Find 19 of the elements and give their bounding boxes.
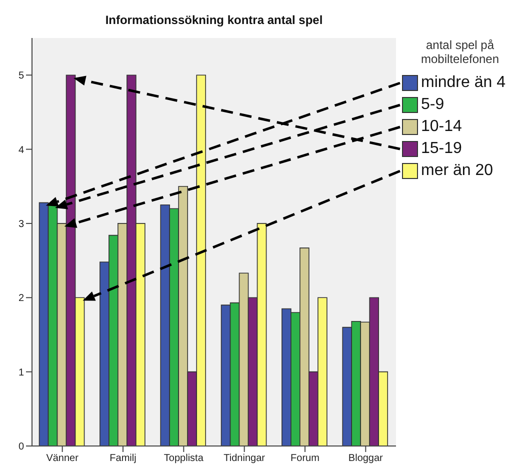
x-tick-label: Tidningar [224,453,266,464]
y-tick-label: 0 [18,442,24,453]
chart-title: Informationssökning kontra antal spel [105,13,323,27]
legend-label: 15-19 [421,140,462,158]
legend-label: mindre än 4 [421,74,506,92]
x-tick-label: Topplista [164,453,204,464]
y-tick-label: 5 [18,70,24,82]
x-tick-label: Bloggar [348,453,384,464]
x-tick-label: Vänner [46,453,80,464]
legend-label: 10-14 [421,118,462,136]
legend-title: antal spel på mobiltelefonen [420,38,500,68]
y-tick-label: 3 [18,219,24,230]
y-tick-label: 1 [18,367,24,378]
y-tick-label: 4 [18,144,24,156]
y-tick-label: 2 [18,293,24,304]
legend-label: 5-9 [421,96,444,114]
legend-label: mer än 20 [421,162,494,180]
x-tick-label: Forum [290,453,320,464]
x-tick-label: Familj [110,453,136,464]
